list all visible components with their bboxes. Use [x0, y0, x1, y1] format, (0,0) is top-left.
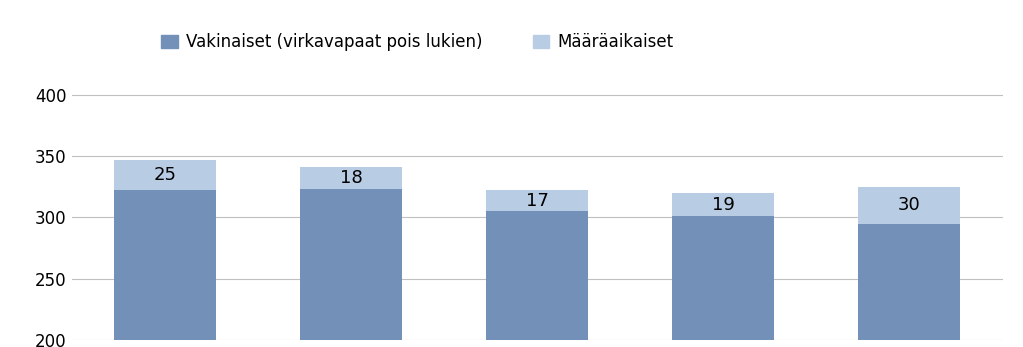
Text: 25: 25 [153, 166, 177, 184]
Legend: Vakinaiset (virkavapaat pois lukien), Määräaikaiset: Vakinaiset (virkavapaat pois lukien), Mä… [154, 27, 680, 58]
Bar [486, 211, 588, 340]
Bar [114, 191, 216, 340]
Text: 18: 18 [340, 169, 362, 187]
Bar [114, 160, 216, 191]
Text: 17: 17 [526, 192, 548, 210]
Bar [672, 193, 774, 216]
Bar [858, 223, 961, 340]
Bar [858, 187, 961, 223]
Bar [486, 191, 588, 211]
Bar [672, 216, 774, 340]
Bar [300, 189, 402, 340]
Bar [300, 167, 402, 189]
Text: 19: 19 [712, 195, 735, 213]
Text: 30: 30 [898, 196, 921, 214]
